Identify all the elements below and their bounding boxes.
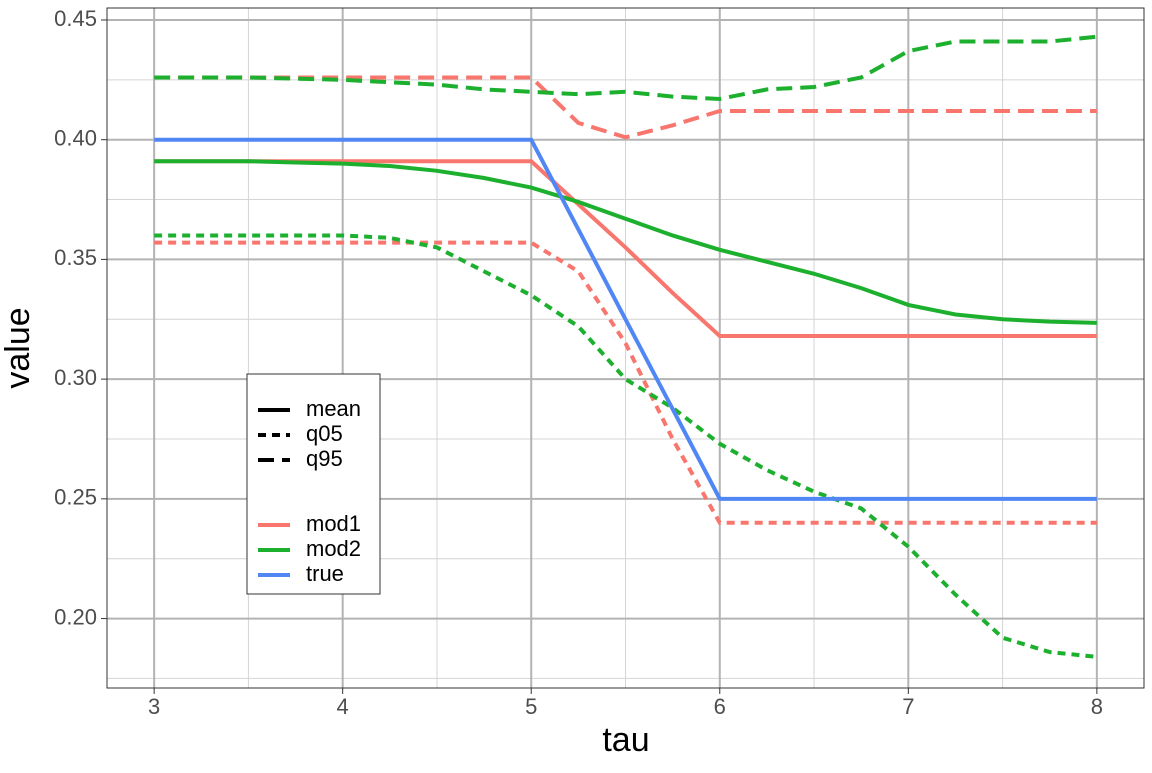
panel-border: [106, 7, 1145, 689]
y-tick-label: 0.25: [54, 485, 97, 510]
data-line: [154, 233, 1098, 659]
y-axis-title: value: [0, 307, 37, 388]
x-tick-label: 4: [337, 694, 349, 719]
x-tick-label: 7: [902, 694, 914, 719]
x-tick-label: 6: [714, 694, 726, 719]
data-line: [154, 159, 1097, 325]
data-line: [154, 34, 1098, 102]
legend-label: mean: [306, 396, 361, 421]
legend-label: q95: [306, 446, 343, 471]
y-tick-label: 0.30: [54, 365, 97, 390]
x-tick-label: 5: [525, 694, 537, 719]
x-tick-label: 3: [148, 694, 160, 719]
y-tick-label: 0.20: [54, 604, 97, 629]
data-line: [154, 137, 1097, 501]
y-tick-label: 0.40: [54, 126, 97, 151]
legend-label: true: [306, 561, 344, 586]
legend-label: mod2: [306, 536, 361, 561]
y-tick-label: 0.35: [54, 245, 97, 270]
x-axis-title: tau: [602, 721, 649, 759]
data-line: [154, 240, 1097, 525]
x-tick-label: 8: [1091, 694, 1103, 719]
legend-label: q05: [306, 421, 343, 446]
y-tick-label: 0.45: [54, 6, 97, 31]
legend-label: mod1: [306, 511, 361, 536]
